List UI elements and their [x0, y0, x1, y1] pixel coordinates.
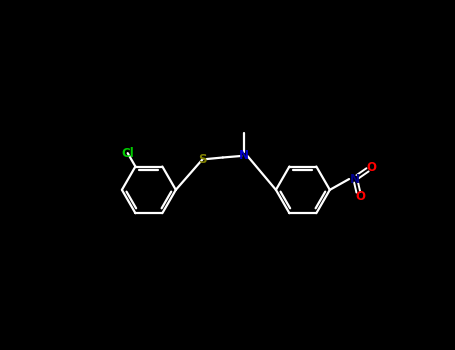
Text: S: S	[198, 153, 207, 166]
Text: N: N	[349, 173, 359, 186]
Text: O: O	[366, 161, 376, 174]
Text: N: N	[239, 149, 249, 162]
Text: O: O	[356, 189, 366, 203]
Text: Cl: Cl	[121, 147, 134, 160]
